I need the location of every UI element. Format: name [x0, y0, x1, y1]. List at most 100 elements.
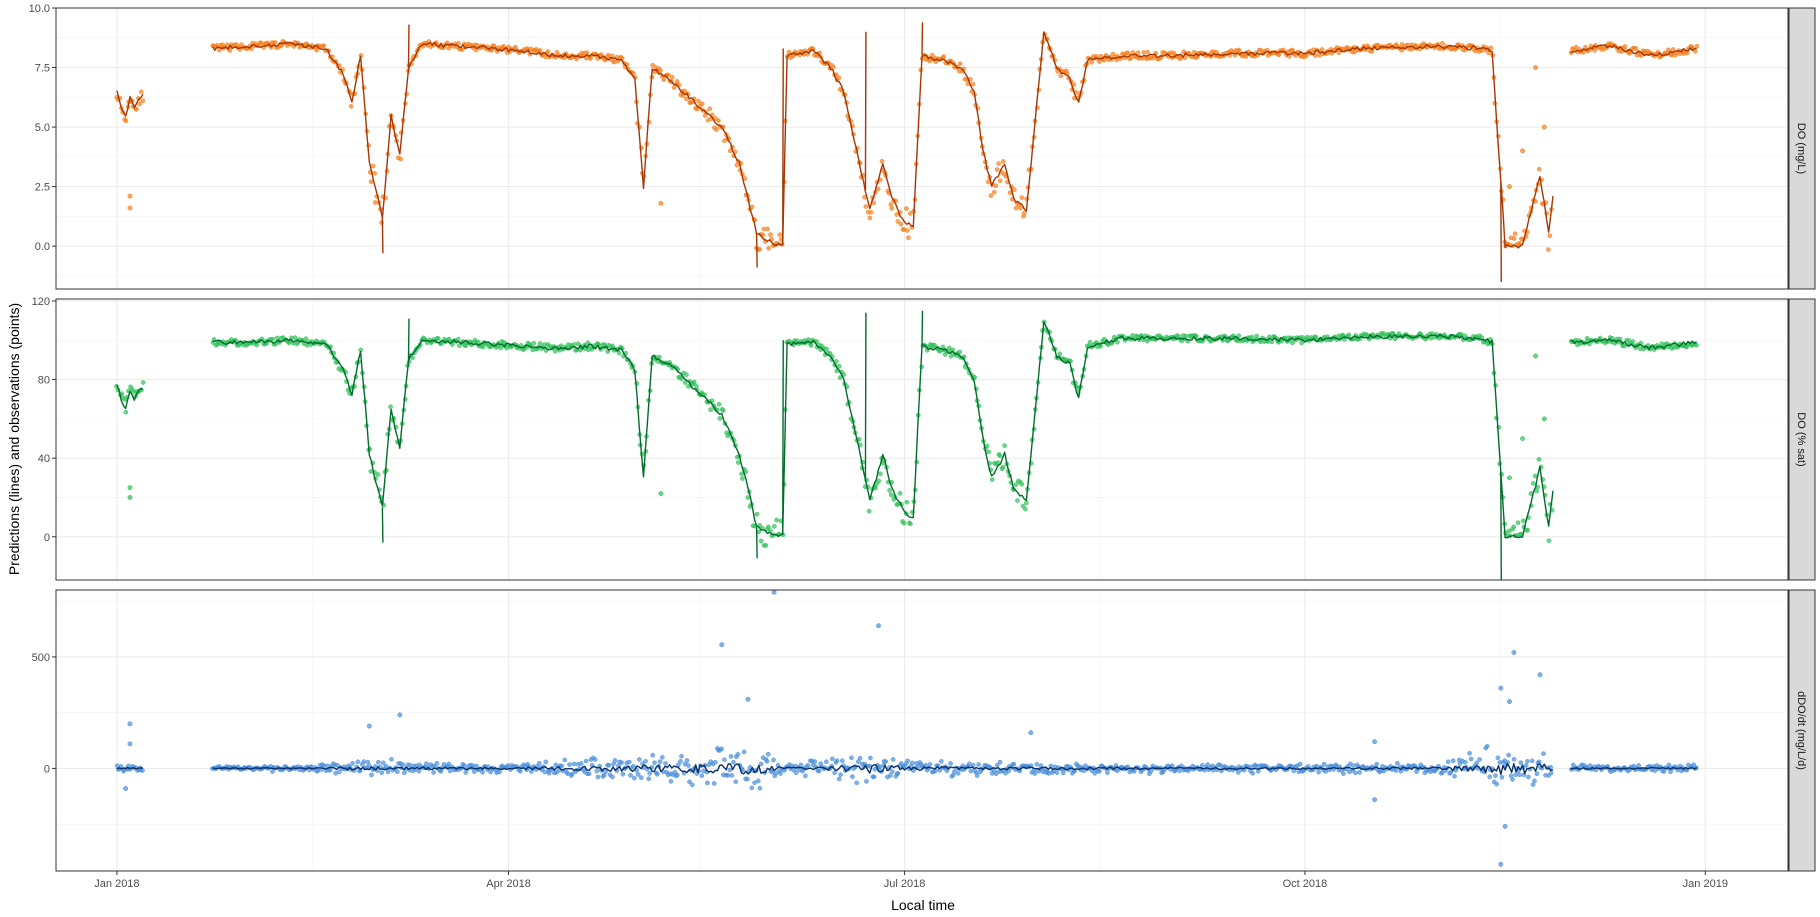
facet-strip-label: dDO/dt (mg/L/d)	[1795, 691, 1807, 770]
observation-point	[838, 772, 843, 777]
x-tick-label: Jul 2018	[884, 878, 926, 890]
observation-point	[366, 723, 372, 729]
y-tick-label: 500	[32, 652, 50, 664]
observation-point	[889, 769, 895, 775]
observation-point	[1518, 760, 1524, 766]
observation-point	[537, 341, 543, 346]
observation-point	[361, 759, 367, 765]
observation-point	[1513, 772, 1518, 778]
observation-point	[1440, 40, 1445, 46]
y-tick-label: 5.0	[35, 122, 50, 134]
observation-point	[1511, 524, 1517, 530]
observation-point	[1321, 761, 1327, 767]
observation-point	[705, 780, 710, 786]
observation-point	[575, 341, 581, 347]
observation-point	[379, 770, 385, 775]
observation-point	[850, 774, 855, 779]
observation-point	[123, 786, 129, 791]
observation-point	[659, 754, 665, 760]
observation-point	[1145, 49, 1151, 55]
panel-border	[55, 298, 1789, 581]
observation-point	[879, 158, 885, 164]
observation-point	[1019, 195, 1025, 201]
observation-point	[1341, 771, 1346, 777]
observation-point	[806, 337, 811, 342]
observation-point	[518, 768, 523, 774]
panel-2: 0 40 80 120 DO (% sat)	[32, 296, 1816, 581]
observation-point	[716, 401, 722, 407]
observation-point	[616, 350, 622, 356]
observation-point	[897, 491, 903, 496]
observation-point	[569, 771, 575, 777]
observation-point	[603, 769, 608, 774]
observation-point	[652, 760, 657, 766]
observation-point	[984, 443, 990, 449]
observation-point	[455, 336, 461, 342]
observation-point	[646, 776, 652, 782]
observation-point	[1372, 739, 1378, 745]
observation-point	[684, 758, 690, 763]
observation-point	[1115, 339, 1120, 345]
observation-point	[808, 343, 814, 348]
observation-point	[1592, 48, 1597, 53]
observation-point	[712, 759, 718, 765]
observation-point	[906, 235, 911, 241]
observation-point	[578, 761, 584, 766]
observation-point	[745, 495, 751, 500]
observation-point	[314, 47, 320, 53]
y-tick-label: 80	[38, 375, 50, 387]
observation-point	[1547, 233, 1553, 238]
observation-point	[679, 753, 684, 759]
observation-point	[1372, 797, 1378, 803]
prediction-series	[212, 31, 1554, 249]
observation-point	[658, 68, 663, 74]
observation-point	[1148, 768, 1154, 774]
observation-point	[725, 772, 731, 778]
observation-point	[647, 771, 653, 776]
observation-point	[1661, 769, 1667, 774]
observation-point	[836, 75, 842, 81]
observation-point	[380, 760, 386, 766]
observation-point	[735, 752, 741, 757]
observation-point	[812, 759, 818, 765]
observation-point	[689, 782, 695, 788]
observation-point	[385, 769, 391, 775]
observation-point	[369, 772, 374, 778]
x-axis-title: Local time	[891, 897, 955, 913]
observation-point	[368, 469, 374, 474]
observation-point	[543, 759, 549, 765]
observation-point	[805, 763, 811, 768]
observation-point	[740, 476, 745, 481]
observation-point	[1512, 231, 1518, 237]
panel-data	[114, 310, 1699, 580]
observation-point	[1058, 73, 1064, 79]
observation-point	[1346, 332, 1352, 338]
observation-point	[1000, 464, 1006, 470]
observation-point	[1517, 772, 1522, 778]
observation-point	[398, 156, 403, 162]
observation-point	[887, 773, 893, 778]
observation-point	[771, 590, 777, 595]
observation-point	[757, 246, 763, 252]
observation-point	[991, 189, 997, 195]
prediction-series	[1570, 44, 1697, 57]
observation-point	[1694, 43, 1700, 49]
observation-point	[505, 763, 511, 768]
observation-point	[636, 757, 642, 762]
observation-point	[722, 757, 727, 763]
observation-point	[1141, 50, 1147, 55]
observation-point	[719, 746, 725, 752]
observation-point	[763, 543, 769, 548]
observation-point	[1468, 756, 1474, 762]
observation-point	[927, 762, 933, 767]
observation-point	[1580, 50, 1586, 55]
observation-point	[663, 761, 668, 766]
prediction-spike	[407, 24, 410, 68]
prediction-series	[212, 321, 1554, 539]
observation-point	[778, 771, 783, 776]
observation-point	[766, 245, 771, 251]
observation-point	[1097, 59, 1102, 64]
panel-1: 0.0 2.5 5.0 7.5 10.0 DO (mg/L)	[29, 3, 1816, 290]
observation-point	[423, 761, 429, 767]
observation-point	[595, 774, 601, 780]
